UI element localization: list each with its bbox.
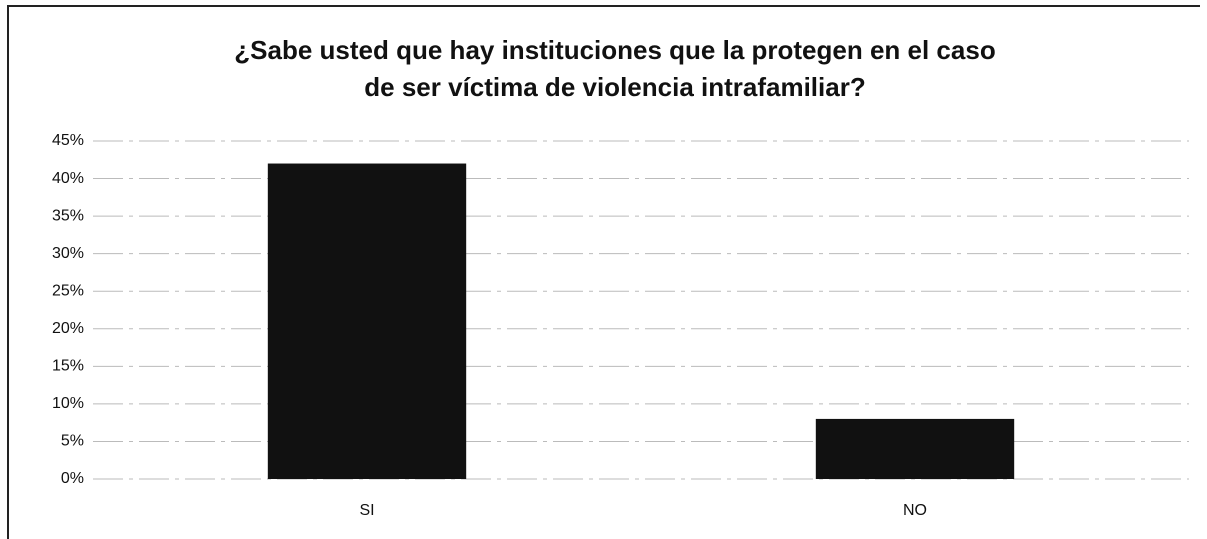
x-tick-label: SI xyxy=(359,502,374,519)
y-tick-label: 30% xyxy=(52,245,84,262)
bar xyxy=(267,163,467,480)
y-tick-label: 45% xyxy=(52,132,84,149)
chart-title: ¿Sabe usted que hay instituciones que la… xyxy=(234,35,995,65)
y-tick-label: 0% xyxy=(61,470,84,487)
y-tick-label: 5% xyxy=(61,433,84,450)
x-tick-label: NO xyxy=(903,502,927,519)
chart-title: de ser víctima de violencia intrafamilia… xyxy=(364,72,865,102)
y-tick-label: 20% xyxy=(52,320,84,337)
y-tick-label: 25% xyxy=(52,282,84,299)
y-tick-label: 10% xyxy=(52,395,84,412)
chart-frame xyxy=(7,5,1200,539)
y-tick-label: 15% xyxy=(52,358,84,375)
y-tick-label: 35% xyxy=(52,207,84,224)
y-tick-label: 40% xyxy=(52,170,84,187)
bar xyxy=(815,418,1015,479)
